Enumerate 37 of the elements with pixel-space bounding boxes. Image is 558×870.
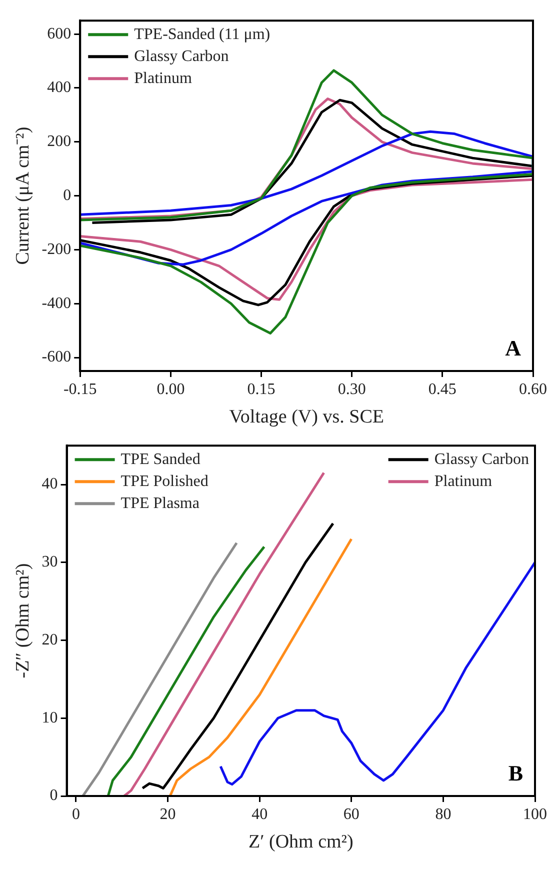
y-axis-title: Current (μA cm⁻²) <box>12 126 34 265</box>
x-tick-label: 60 <box>343 806 360 823</box>
legend-label: TPE Sanded <box>120 450 200 468</box>
y-tick-label: 30 <box>42 554 58 571</box>
y-tick-label: 0 <box>63 187 72 204</box>
x-tick-label: 0.45 <box>428 380 456 398</box>
x-tick-label: 20 <box>160 806 176 823</box>
x-tick-label: 80 <box>435 806 452 823</box>
y-tick-label: 0 <box>50 787 58 804</box>
y-tick-label: 200 <box>47 133 72 150</box>
legend-label: Platinum <box>434 472 493 490</box>
x-tick-label: -0.15 <box>63 380 97 398</box>
legend-label: TPE Polished <box>120 472 208 490</box>
x-tick-label: 100 <box>523 806 547 823</box>
y-tick-label: 40 <box>42 476 58 493</box>
x-tick-label: 0.60 <box>519 380 547 398</box>
x-tick-label: 0.00 <box>156 380 185 398</box>
annotation: B <box>508 760 524 786</box>
legend-label: Glassy Carbon <box>134 48 229 65</box>
legend-label: Glassy Carbon <box>434 450 529 468</box>
y-tick-label: 20 <box>42 631 58 648</box>
x-tick-label: 40 <box>252 806 268 823</box>
annotation: A <box>505 336 522 361</box>
y-tick-label: 600 <box>47 25 72 42</box>
x-tick-label: 0.30 <box>338 380 366 398</box>
y-axis-title: -Z″ (Ohm cm²) <box>12 563 34 678</box>
y-tick-label: 10 <box>42 709 58 726</box>
x-axis-title: Voltage (V) vs. SCE <box>229 406 384 428</box>
y-tick-label: -400 <box>42 294 72 312</box>
legend-label: TPE Plasma <box>120 494 200 512</box>
legend-label: TPE-Sanded (11 μm) <box>134 26 270 43</box>
x-tick-label: 0.15 <box>247 380 276 398</box>
legend-label: Platinum <box>134 70 192 87</box>
y-tick-label: -600 <box>42 348 72 366</box>
y-tick-label: 400 <box>47 79 72 96</box>
x-axis-title: Z′ (Ohm cm²) <box>248 832 354 853</box>
y-tick-label: -200 <box>42 240 72 258</box>
